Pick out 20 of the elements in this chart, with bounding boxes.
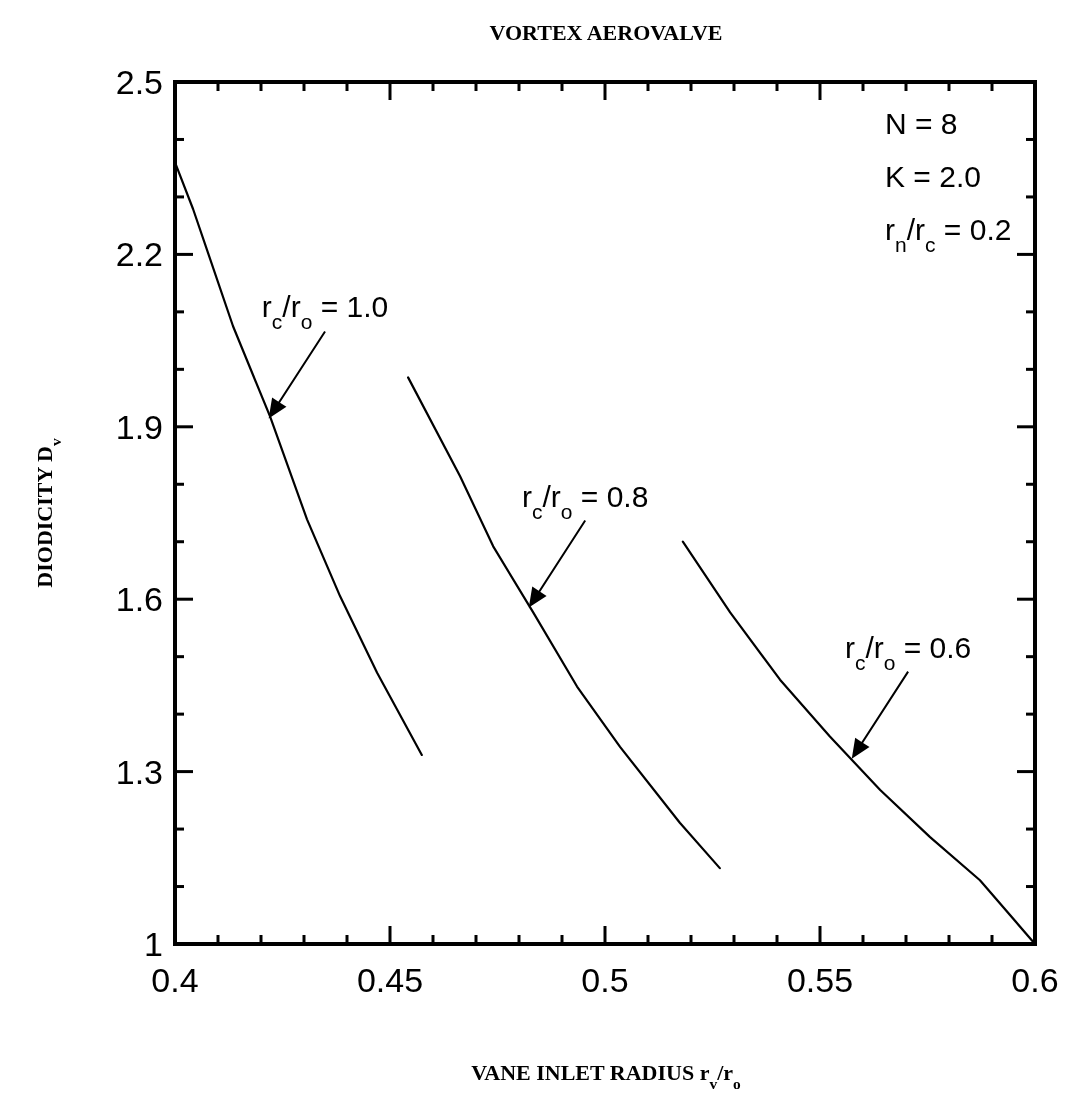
- y-tick-label: 1.6: [115, 580, 163, 619]
- annotation: r$_{c}$/r$_{o}$ = 0.8: [521, 479, 649, 523]
- annotation: r$_{c}$/r$_{o}$ = 1.0: [261, 290, 389, 333]
- y-tick-label: 1: [144, 925, 163, 963]
- line-series: [406, 376, 721, 870]
- chart-title: VORTEX AEROVALVE: [489, 20, 723, 45]
- y-tick-label: 2.2: [115, 235, 163, 274]
- x-tick-label: 0.5: [581, 961, 629, 999]
- x-tick-label: 0.45: [356, 961, 424, 999]
- y-tick-label: 1.9: [115, 407, 163, 446]
- y-tick-label: 1.3: [115, 752, 163, 791]
- annotation: N = 8: [885, 107, 958, 140]
- annotation: r$_{c}$/r$_{o}$ = 0.6: [844, 630, 972, 674]
- y-tick-label: 2.5: [115, 63, 163, 101]
- annotation: K = 2.0: [885, 160, 981, 193]
- x-tick-label: 0.4: [151, 961, 199, 999]
- annotation: r$_{n}$/r$_{c}$ = 0.2: [885, 213, 1012, 256]
- x-tick-label: 0.55: [786, 961, 854, 999]
- x-tick-label: 0.6: [1011, 961, 1059, 999]
- x-axis-title: VANE INLET RADIUS r$_{v}$/r$_{o}$: [471, 1060, 742, 1092]
